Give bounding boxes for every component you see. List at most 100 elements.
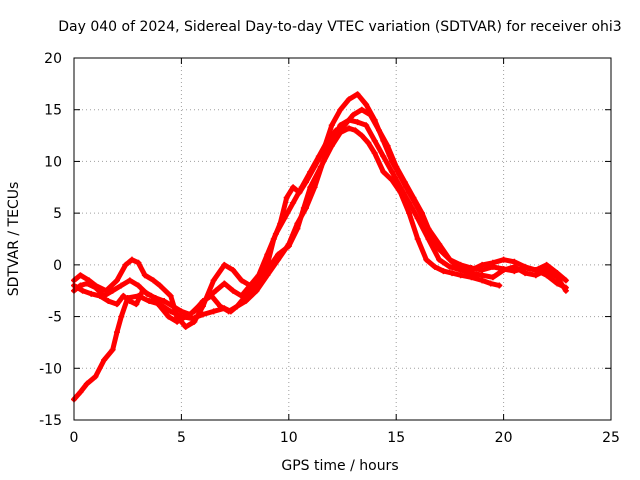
data-point bbox=[479, 277, 486, 284]
data-point bbox=[253, 287, 260, 294]
x-tick-labels: 0 5 10 15 20 25 bbox=[70, 430, 620, 446]
data-point bbox=[457, 272, 464, 279]
y-tick-label: 20 bbox=[44, 51, 62, 67]
data-point bbox=[414, 215, 421, 222]
data-point bbox=[562, 284, 569, 291]
data-point bbox=[79, 287, 86, 294]
y-axis-label: SDTVAR / TECUs bbox=[6, 182, 22, 297]
data-point bbox=[105, 298, 112, 305]
data-point bbox=[272, 230, 279, 237]
data-point bbox=[229, 287, 236, 294]
data-point bbox=[191, 318, 198, 325]
data-point bbox=[489, 263, 496, 270]
data-point bbox=[174, 313, 181, 320]
data-point bbox=[182, 323, 189, 330]
data-point bbox=[221, 280, 228, 287]
data-point bbox=[290, 199, 297, 206]
data-point bbox=[113, 301, 120, 308]
data-point bbox=[247, 282, 254, 289]
x-tick-label: 20 bbox=[495, 430, 513, 446]
data-point bbox=[479, 272, 486, 279]
data-point bbox=[275, 256, 282, 263]
data-point bbox=[294, 220, 301, 227]
data-point bbox=[113, 277, 120, 284]
data-point bbox=[554, 280, 561, 287]
data-point bbox=[161, 298, 168, 305]
x-tick-label: 25 bbox=[602, 430, 620, 446]
data-point bbox=[120, 292, 127, 299]
y-tick-label: 15 bbox=[44, 103, 62, 119]
data-point bbox=[500, 256, 507, 263]
data-point bbox=[431, 263, 438, 270]
data-point bbox=[406, 210, 413, 217]
data-point bbox=[496, 282, 503, 289]
x-tick-label: 5 bbox=[177, 430, 186, 446]
data-point bbox=[468, 270, 475, 277]
data-point bbox=[440, 268, 447, 275]
data-point bbox=[479, 261, 486, 268]
y-tick-labels: -15 -10 -5 0 5 10 15 20 bbox=[39, 51, 62, 429]
data-point bbox=[234, 303, 241, 310]
data-point bbox=[376, 127, 383, 134]
data-point bbox=[511, 268, 518, 275]
x-tick-label: 15 bbox=[387, 430, 405, 446]
data-point bbox=[101, 292, 108, 299]
data-point bbox=[436, 246, 443, 253]
data-point bbox=[358, 106, 365, 113]
data-point bbox=[77, 282, 84, 289]
data-point bbox=[212, 287, 219, 294]
chart-title: Day 040 of 2024, Sidereal Day-to-day VTE… bbox=[58, 19, 621, 35]
data-point bbox=[77, 272, 84, 279]
data-point bbox=[152, 294, 159, 301]
data-point bbox=[410, 194, 417, 201]
data-point bbox=[363, 122, 370, 129]
data-point bbox=[242, 298, 249, 305]
data-point bbox=[290, 184, 297, 191]
x-axis-label: GPS time / hours bbox=[281, 458, 398, 474]
data-point bbox=[333, 127, 340, 134]
data-point bbox=[174, 318, 181, 325]
data-point bbox=[302, 204, 309, 211]
data-point bbox=[146, 298, 153, 305]
data-point bbox=[425, 236, 432, 242]
data-point bbox=[345, 96, 352, 103]
data-point bbox=[204, 294, 211, 301]
data-point bbox=[101, 357, 108, 364]
data-point bbox=[532, 267, 539, 274]
plot-frame bbox=[73, 57, 612, 421]
data-point bbox=[358, 132, 365, 139]
data-point bbox=[352, 127, 359, 134]
data-point bbox=[178, 308, 185, 315]
data-point bbox=[380, 153, 387, 160]
data-point bbox=[150, 277, 157, 284]
data-point bbox=[457, 261, 464, 268]
data-point bbox=[225, 308, 232, 315]
data-point bbox=[113, 329, 120, 336]
data-point bbox=[384, 142, 391, 149]
data-point bbox=[324, 137, 331, 144]
data-point bbox=[320, 158, 327, 165]
data-point bbox=[264, 272, 271, 279]
data-point bbox=[414, 236, 421, 242]
y-tick-label: 5 bbox=[53, 206, 62, 222]
data-point bbox=[141, 272, 148, 279]
data-point bbox=[169, 303, 176, 310]
data-point bbox=[554, 274, 561, 281]
data-point bbox=[446, 263, 453, 270]
data-point bbox=[109, 346, 116, 353]
data-point bbox=[156, 282, 163, 289]
data-point bbox=[144, 290, 151, 297]
data-point bbox=[255, 272, 262, 279]
data-point bbox=[522, 270, 529, 277]
data-point bbox=[406, 199, 413, 206]
data-point bbox=[264, 251, 271, 258]
data-point bbox=[315, 153, 322, 160]
data-point bbox=[371, 150, 378, 157]
data-point bbox=[393, 163, 400, 170]
data-point bbox=[427, 230, 434, 237]
data-point bbox=[365, 139, 372, 146]
data-point bbox=[92, 373, 99, 380]
data-point bbox=[133, 301, 140, 308]
y-tick-label: -5 bbox=[48, 310, 62, 326]
data-point bbox=[367, 111, 374, 118]
